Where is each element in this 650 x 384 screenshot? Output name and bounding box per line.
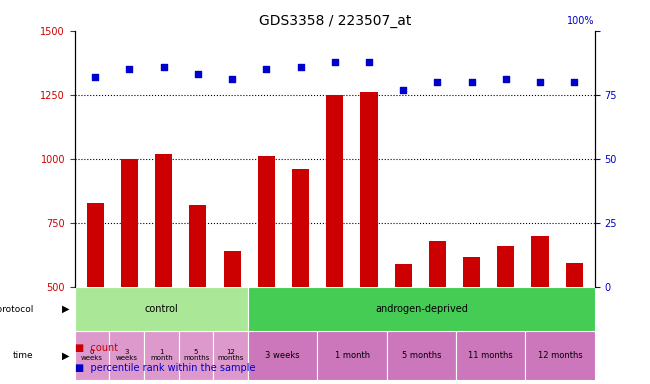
Point [159,64,169,70]
Text: 100%: 100% [567,16,595,26]
Point [467,79,477,85]
Bar [258,156,275,384]
Text: 5
months: 5 months [183,349,209,361]
Bar [566,263,583,384]
Text: time: time [12,351,33,360]
Text: 3 weeks: 3 weeks [265,351,300,360]
Point [398,87,408,93]
Point [227,76,237,83]
Point [569,79,579,85]
Text: ■  percentile rank within the sample: ■ percentile rank within the sample [75,362,255,372]
Text: 1
month: 1 month [150,349,173,361]
Point [295,64,306,70]
Bar [360,92,378,384]
Bar [525,331,595,380]
Point [261,66,272,72]
Bar [387,331,456,380]
Bar [248,331,317,380]
Text: ▶: ▶ [62,304,70,314]
Bar [213,331,248,380]
Text: 12
months: 12 months [218,349,244,361]
Point [330,58,340,65]
Point [364,58,374,65]
Text: ▶: ▶ [62,351,70,361]
Point [535,79,545,85]
Text: 12 months: 12 months [538,351,582,360]
Text: 11 months: 11 months [469,351,513,360]
Bar [532,236,549,384]
Text: 3
weeks: 3 weeks [116,349,138,361]
Bar [292,169,309,384]
Bar [155,154,172,384]
Bar [109,331,144,380]
Bar [75,331,109,380]
Bar [189,205,207,384]
Bar [326,95,343,384]
Bar [317,331,387,380]
Text: ■  count: ■ count [75,343,118,353]
Bar [121,159,138,384]
Point [192,71,203,78]
Text: 0
weeks: 0 weeks [81,349,103,361]
Bar [86,203,104,384]
Bar [75,287,248,331]
Point [500,76,511,83]
Point [124,66,135,72]
Text: 5 months: 5 months [402,351,441,360]
Bar [179,331,213,380]
Text: 1 month: 1 month [335,351,370,360]
Title: GDS3358 / 223507_at: GDS3358 / 223507_at [259,14,411,28]
Point [90,74,101,80]
Bar [248,287,595,331]
Bar [497,246,514,384]
Bar [224,252,240,384]
Bar [429,241,446,384]
Bar [395,264,411,384]
Text: androgen-deprived: androgen-deprived [375,304,468,314]
Text: control: control [144,304,178,314]
Bar [456,331,525,380]
Text: growth protocol: growth protocol [0,305,33,314]
Bar [144,331,179,380]
Point [432,79,443,85]
Bar [463,257,480,384]
